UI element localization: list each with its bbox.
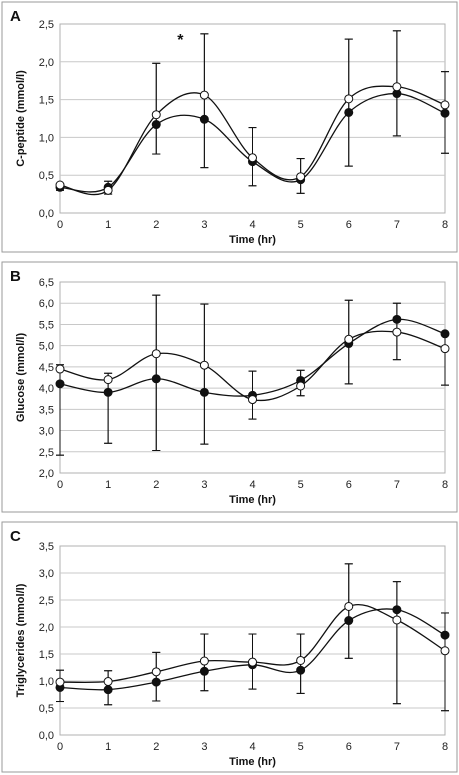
y-tick-label: 0,5 <box>39 703 54 715</box>
series-open <box>55 563 450 712</box>
data-point <box>199 656 209 666</box>
y-axis-title: C-peptide (mmol/l) <box>15 70 27 167</box>
data-point <box>392 327 402 337</box>
data-point <box>392 82 402 92</box>
data-point <box>296 172 306 182</box>
chart-panel-a: 0,0 0,5 1,0 1,5 2,0 2,5 0 1 2 3 4 5 6 7 8 Time (hr) C-pe… <box>1 1 458 253</box>
data-point <box>103 185 113 195</box>
series-open <box>55 294 450 456</box>
y-axis-title: Triglycerides (mmol/l) <box>15 583 27 697</box>
y-tick-label: 3,0 <box>39 568 54 580</box>
x-tick-label: 3 <box>201 741 207 753</box>
data-point <box>151 667 161 677</box>
data-point <box>55 677 65 687</box>
chart-panel-c: 0,0 0,5 1,0 1,5 2,0 2,5 3,0 3,5 0 1 2 3 4 5 6 7 8 Time (h… <box>1 521 458 773</box>
x-tick-label: 5 <box>298 219 304 231</box>
x-tick-label: 2 <box>153 219 159 231</box>
y-tick-label: 2,5 <box>39 595 54 607</box>
panel-letter: C <box>10 528 21 545</box>
y-tick-label: 2,0 <box>39 622 54 634</box>
data-point <box>199 90 209 100</box>
significance-marker: * <box>177 32 184 49</box>
x-axis-title: Time (hr) <box>229 234 276 246</box>
data-point <box>151 110 161 120</box>
x-tick-label: 4 <box>249 219 255 231</box>
data-point <box>151 349 161 359</box>
series-open <box>55 30 450 196</box>
y-tick-label: 3,5 <box>39 404 54 416</box>
data-point <box>296 655 306 665</box>
x-tick-label: 0 <box>57 479 63 491</box>
y-tick-label: 3,0 <box>39 426 54 438</box>
data-point <box>199 360 209 370</box>
data-point <box>440 100 450 110</box>
y-tick-label: 1,5 <box>39 95 54 107</box>
x-tick-label: 1 <box>105 741 111 753</box>
x-tick-label: 3 <box>201 479 207 491</box>
x-tick-label: 4 <box>249 741 255 753</box>
x-tick-label: 2 <box>153 479 159 491</box>
y-tick-label: 3,5 <box>39 541 54 553</box>
data-point <box>344 94 354 104</box>
y-tick-label: 2,0 <box>39 468 54 480</box>
data-point <box>440 344 450 354</box>
data-point <box>103 677 113 687</box>
x-tick-label: 7 <box>394 219 400 231</box>
x-tick-label: 8 <box>442 479 448 491</box>
x-tick-label: 8 <box>442 741 448 753</box>
data-point <box>248 657 257 667</box>
data-point <box>296 381 306 391</box>
y-tick-label: 1,0 <box>39 132 54 144</box>
x-tick-label: 0 <box>57 741 63 753</box>
x-tick-label: 5 <box>298 741 304 753</box>
y-tick-label: 2,5 <box>39 19 54 31</box>
data-point <box>440 646 450 656</box>
x-tick-label: 6 <box>346 741 352 753</box>
y-tick-label: 0,5 <box>39 170 54 182</box>
data-point <box>248 395 257 405</box>
panel-letter: A <box>10 8 21 25</box>
y-tick-label: 1,5 <box>39 649 54 661</box>
x-tick-label: 4 <box>249 479 255 491</box>
data-point <box>248 153 257 163</box>
y-tick-label: 5,0 <box>39 341 54 353</box>
x-tick-label: 6 <box>346 479 352 491</box>
x-tick-label: 7 <box>394 479 400 491</box>
y-tick-label: 6,0 <box>39 298 54 310</box>
y-tick-label: 4,5 <box>39 362 54 374</box>
y-tick-label: 4,0 <box>39 383 54 395</box>
data-point <box>344 601 354 611</box>
y-tick-label: 6,5 <box>39 277 54 289</box>
y-tick-label: 0,0 <box>39 208 54 220</box>
data-point <box>344 334 354 344</box>
x-axis-title: Time (hr) <box>229 494 276 506</box>
x-tick-label: 2 <box>153 741 159 753</box>
y-tick-label: 5,5 <box>39 319 54 331</box>
x-tick-label: 7 <box>394 741 400 753</box>
x-tick-label: 5 <box>298 479 304 491</box>
data-point <box>392 615 402 625</box>
x-tick-label: 6 <box>346 219 352 231</box>
x-tick-label: 3 <box>201 219 207 231</box>
data-point <box>55 364 65 374</box>
panel-letter: B <box>10 268 21 285</box>
y-axis-title: Glucose (mmol/l) <box>15 333 27 423</box>
chart-panel-b: 2,0 2,5 3,0 3,5 4,0 4,5 5,0 5,5 6,0 6,5 0 1 2 3 4 5 6 7 8 T… <box>1 261 458 513</box>
y-tick-label: 0,0 <box>39 730 54 742</box>
data-point <box>55 180 65 190</box>
x-tick-label: 1 <box>105 219 111 231</box>
x-tick-label: 8 <box>442 219 448 231</box>
x-axis-title: Time (hr) <box>229 756 276 768</box>
y-tick-label: 2,5 <box>39 447 54 459</box>
x-tick-label: 0 <box>57 219 63 231</box>
y-tick-label: 2,0 <box>39 57 54 69</box>
y-tick-label: 1,0 <box>39 676 54 688</box>
data-point <box>103 375 113 385</box>
x-tick-label: 1 <box>105 479 111 491</box>
